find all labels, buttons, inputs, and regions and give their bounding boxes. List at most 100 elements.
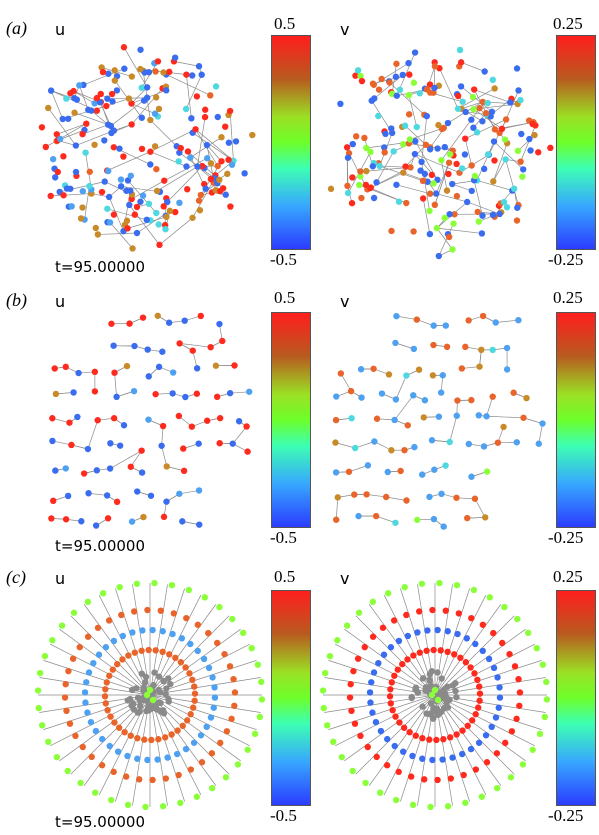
- network-node: [165, 698, 173, 705]
- network-node: [187, 154, 194, 161]
- network-node: [199, 162, 206, 170]
- network-node: [520, 166, 527, 173]
- network-node: [468, 717, 476, 724]
- network-node: [54, 168, 61, 176]
- network-node: [431, 84, 438, 92]
- network-node: [358, 394, 365, 401]
- network-node: [438, 490, 445, 498]
- network-node: [82, 699, 89, 706]
- network-node: [369, 163, 377, 170]
- network-node: [152, 94, 160, 101]
- network-node: [451, 651, 458, 658]
- network-node: [234, 761, 242, 768]
- network-node: [127, 732, 134, 739]
- network-node: [118, 611, 125, 619]
- network-node: [48, 515, 55, 522]
- network-node: [106, 465, 114, 472]
- colorbar-u-b: [271, 312, 311, 528]
- network-node: [491, 157, 498, 164]
- network-node: [419, 177, 427, 185]
- network-node: [494, 439, 502, 446]
- network-edge: [109, 450, 142, 469]
- network-node: [395, 768, 402, 776]
- network-node: [174, 727, 181, 734]
- network-node: [363, 167, 370, 175]
- network-node: [246, 388, 253, 395]
- network-node: [434, 776, 441, 784]
- network-edge: [114, 372, 117, 397]
- network-node: [347, 387, 355, 395]
- network-node: [155, 673, 163, 680]
- network-node: [387, 700, 394, 707]
- network-node: [170, 610, 178, 617]
- network-node: [405, 91, 413, 99]
- network-edge: [121, 186, 161, 193]
- network-node: [519, 173, 526, 180]
- network-node: [207, 343, 214, 351]
- network-node: [101, 178, 108, 185]
- network-node: [191, 697, 198, 704]
- network-edge: [131, 88, 163, 125]
- network-node: [151, 110, 159, 117]
- network-node: [81, 689, 89, 696]
- network-node: [180, 445, 187, 452]
- network-node: [489, 211, 497, 219]
- network-node: [52, 390, 60, 398]
- network-node: [140, 513, 147, 521]
- network-node: [230, 675, 237, 683]
- network-node: [171, 54, 179, 61]
- network-node: [226, 663, 234, 670]
- network-node: [388, 679, 396, 686]
- network-node: [214, 162, 221, 170]
- network-node: [202, 106, 209, 113]
- network-node: [145, 416, 152, 423]
- network-node: [423, 112, 431, 120]
- network-node: [468, 116, 475, 123]
- network-edge: [91, 110, 109, 125]
- network-node: [38, 722, 46, 729]
- network-edge: [173, 61, 200, 67]
- network-node: [392, 396, 400, 403]
- network-node: [490, 178, 497, 185]
- network-node: [172, 208, 179, 216]
- network-edge: [344, 628, 436, 696]
- network-node: [51, 365, 58, 372]
- network-node: [413, 123, 420, 131]
- network-node: [58, 622, 66, 629]
- network-node: [396, 86, 404, 93]
- network-edge: [474, 89, 511, 103]
- network-node: [105, 193, 113, 201]
- network-node: [441, 214, 448, 222]
- network-node: [410, 228, 417, 235]
- network-node: [432, 190, 440, 197]
- network-node: [393, 312, 400, 320]
- network-node: [143, 94, 151, 101]
- network-node: [50, 497, 57, 505]
- network-node: [179, 722, 186, 730]
- network-node: [462, 108, 469, 116]
- network-node: [124, 752, 131, 760]
- network-node: [459, 98, 466, 105]
- network-node: [370, 365, 377, 372]
- network-node: [91, 368, 99, 376]
- network-node: [483, 759, 491, 766]
- network-node: [117, 183, 125, 190]
- network-edge: [477, 211, 500, 215]
- network-node: [386, 79, 393, 86]
- network-node: [38, 124, 46, 131]
- network-node: [346, 694, 354, 701]
- network-edge: [520, 125, 536, 162]
- network-node: [514, 147, 522, 155]
- network-node: [195, 63, 203, 70]
- network-node: [355, 609, 363, 616]
- network-node: [400, 169, 407, 176]
- network-node: [138, 84, 145, 91]
- network-edge: [161, 426, 164, 446]
- network-edge: [421, 116, 428, 162]
- network-node: [92, 727, 100, 735]
- network-node: [524, 629, 532, 637]
- network-edge: [422, 198, 431, 235]
- network-node: [133, 203, 141, 211]
- network-node: [167, 680, 174, 688]
- network-node: [435, 252, 443, 260]
